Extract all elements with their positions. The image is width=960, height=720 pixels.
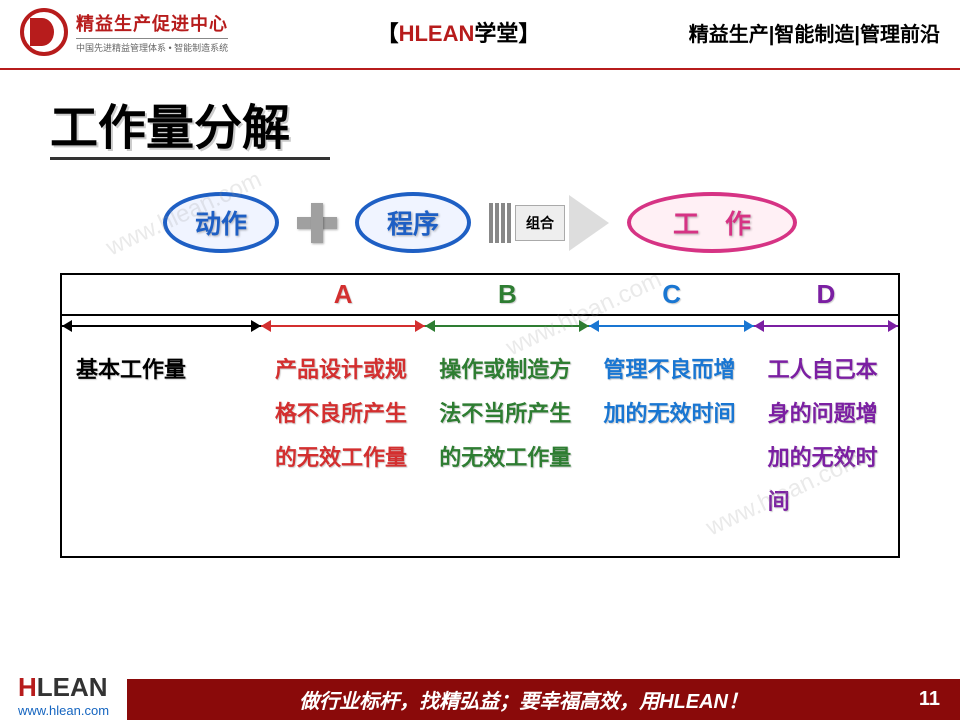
header-right: 精益生产|智能制造|管理前沿 <box>689 18 940 47</box>
header-bar: 精益生产促进中心 中国先进精益管理体系 • 智能制造系统 【HLEAN学堂】 精… <box>0 0 960 70</box>
logo-area: 精益生产促进中心 中国先进精益管理体系 • 智能制造系统 <box>20 8 228 56</box>
cell-a: 产品设计或规格不良所产生的无效工作量 <box>261 336 425 556</box>
cell-basic: 基本工作量 <box>62 336 261 556</box>
page-number: 11 <box>900 688 940 711</box>
header-c: C <box>589 275 753 314</box>
footer: HLEAN www.hlean.com 做行业标杆，找精弘益；要幸福高效，用HL… <box>0 668 960 720</box>
arrow-d <box>754 316 898 336</box>
header-b: B <box>425 275 589 314</box>
footer-bar: 做行业标杆，找精弘益；要幸福高效，用HLEAN！ 11 <box>127 679 960 720</box>
arrow-combine: 组合 <box>489 195 609 251</box>
logo-subtitle: 中国先进精益管理体系 • 智能制造系统 <box>76 41 228 54</box>
oval-action: 动作 <box>163 192 279 253</box>
content-row: 基本工作量 产品设计或规格不良所产生的无效工作量 操作或制造方法不当所产生的无效… <box>62 336 898 556</box>
footer-logo: HLEAN www.hlean.com <box>0 668 127 720</box>
breakdown-table: A B C D 基本工作量 产品设计或规格不良所产生的无效工作量 操作或制造方法… <box>60 273 900 558</box>
oval-work: 工 作 <box>627 192 797 253</box>
oval-procedure: 程序 <box>355 192 471 253</box>
header-d: D <box>754 275 898 314</box>
footer-slogan: 做行业标杆，找精弘益；要幸福高效，用HLEAN！ <box>147 685 900 714</box>
cell-b: 操作或制造方法不当所产生的无效工作量 <box>425 336 589 556</box>
arrows-row <box>62 316 898 336</box>
arrow-c <box>589 316 753 336</box>
logo-title: 精益生产促进中心 <box>76 10 228 36</box>
cell-d: 工人自己本身的问题增加的无效时间 <box>754 336 898 556</box>
logo-icon <box>20 8 68 56</box>
table-header: A B C D <box>62 275 898 316</box>
flow-diagram: 动作 程序 组合 工 作 <box>0 192 960 253</box>
arrow-a <box>261 316 425 336</box>
arrow-b <box>425 316 589 336</box>
plus-icon <box>297 203 337 243</box>
header-a: A <box>261 275 425 314</box>
combine-label: 组合 <box>515 205 565 241</box>
arrow-basic <box>62 316 261 336</box>
header-center: 【HLEAN学堂】 <box>228 16 689 48</box>
footer-url: www.hlean.com <box>18 703 109 718</box>
cell-c: 管理不良而增加的无效时间 <box>589 336 753 556</box>
slide-title: 工作量分解 <box>0 70 960 168</box>
